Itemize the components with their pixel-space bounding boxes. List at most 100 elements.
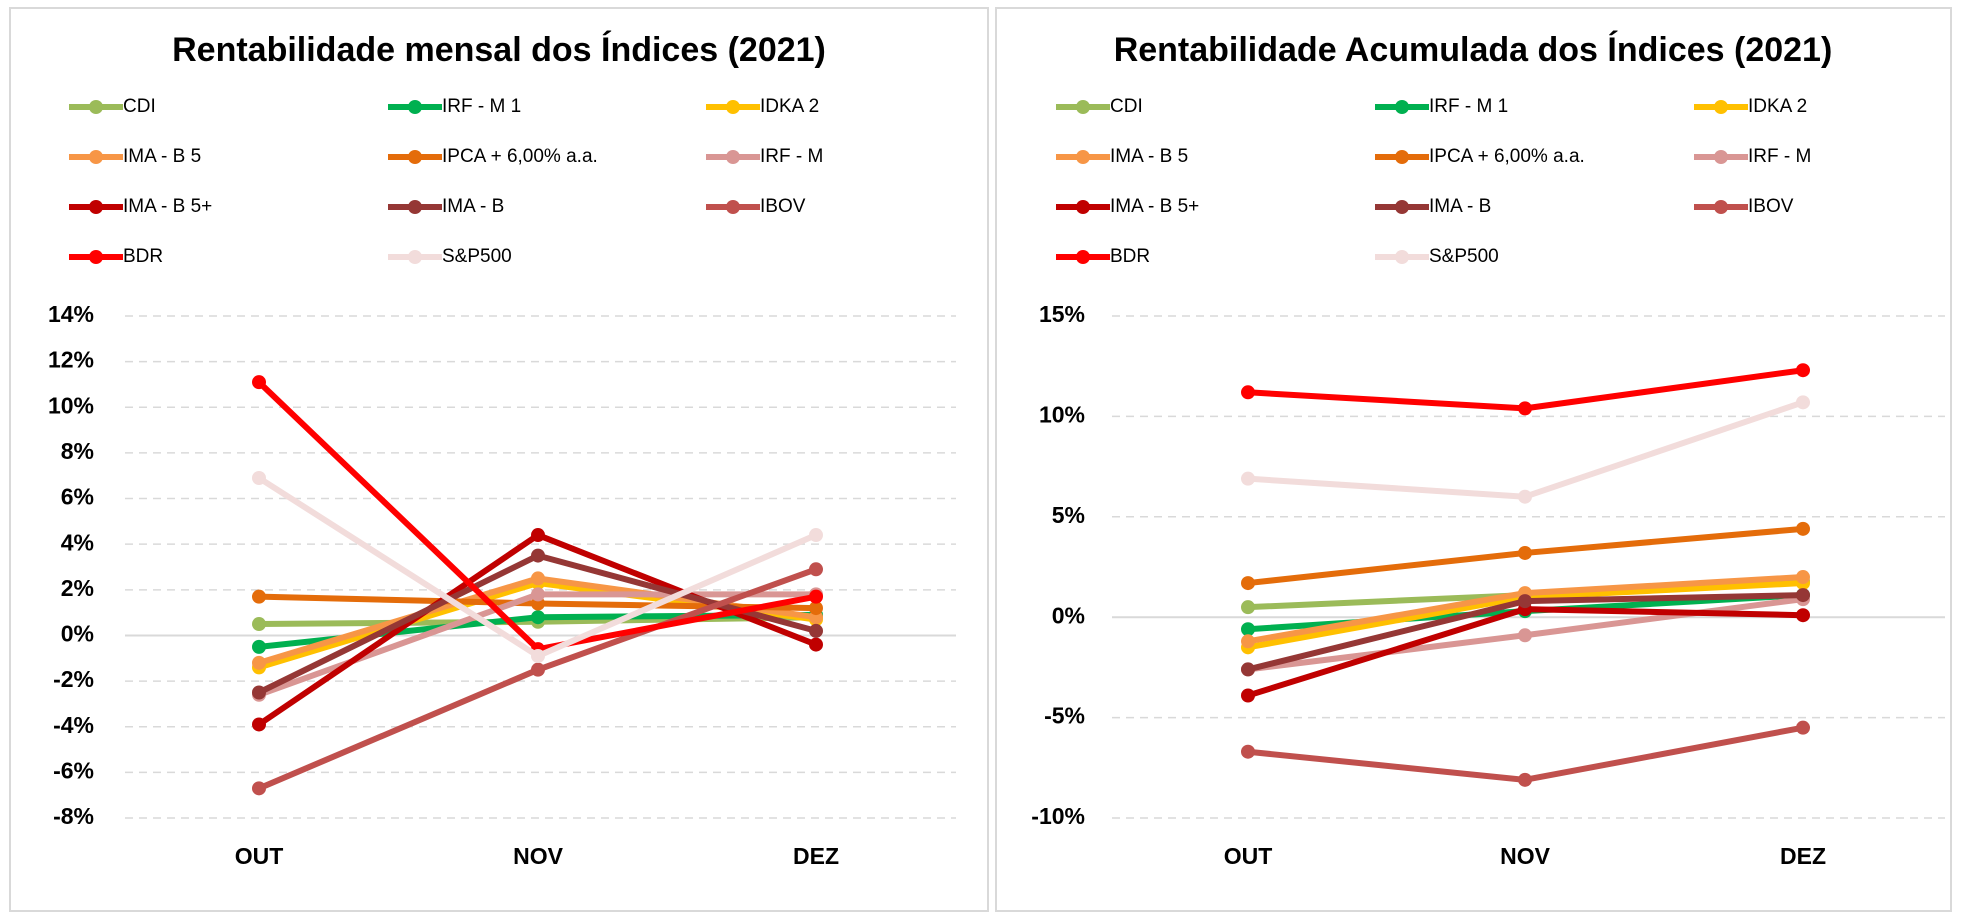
point [809, 589, 823, 604]
x-tick-label: OUT [235, 843, 284, 869]
legend-marker [1395, 200, 1409, 214]
legend-marker [1714, 100, 1728, 114]
legend-label: IDKA 2 [760, 96, 819, 117]
panel [995, 7, 1952, 912]
legend-label: IPCA + 6,00% a.a. [1429, 146, 1585, 167]
legend-marker [89, 200, 103, 214]
legend-label: IRF - M 1 [442, 96, 521, 117]
point [1241, 576, 1255, 591]
legend-label: IMA - B [1429, 196, 1491, 217]
legend-marker [1076, 150, 1090, 164]
y-tick-label: -5% [1044, 703, 1085, 729]
x-tick-label: OUT [1224, 843, 1273, 869]
point [252, 471, 266, 486]
y-tick-label: 0% [1052, 602, 1085, 628]
point [252, 781, 266, 796]
point [531, 610, 545, 625]
y-tick-label: 5% [1052, 502, 1085, 528]
point [1241, 688, 1255, 703]
y-tick-label: -10% [1031, 803, 1085, 829]
legend-label: BDR [1110, 246, 1150, 267]
point [1241, 634, 1255, 649]
y-tick-label: 10% [48, 392, 94, 418]
point [809, 562, 823, 577]
point [252, 655, 266, 670]
y-tick-label: -8% [53, 803, 94, 829]
legend-marker [1395, 250, 1409, 264]
y-tick-label: 4% [61, 529, 94, 555]
y-tick-label: 12% [48, 347, 94, 373]
point [1518, 489, 1532, 504]
legend-label: IMA - B 5+ [1110, 196, 1199, 217]
legend-marker [408, 150, 422, 164]
legend-marker [1395, 100, 1409, 114]
y-tick-label: 10% [1039, 401, 1085, 427]
point [531, 528, 545, 543]
legend-label: IDKA 2 [1748, 96, 1807, 117]
chart-title: Rentabilidade mensal dos Índices (2021) [172, 31, 826, 69]
x-tick-label: NOV [513, 843, 564, 869]
legend-marker [1076, 100, 1090, 114]
point [1241, 471, 1255, 486]
legend-label: IMA - B 5+ [123, 196, 212, 217]
point [1241, 600, 1255, 615]
legend-label: IRF - M 1 [1429, 96, 1508, 117]
legend-marker [726, 150, 740, 164]
legend-marker [408, 200, 422, 214]
point [1796, 720, 1810, 735]
x-tick-label: NOV [1500, 843, 1551, 869]
panel [9, 7, 989, 912]
point [252, 617, 266, 632]
point [252, 685, 266, 700]
legend-label: IBOV [1748, 196, 1794, 217]
point [809, 637, 823, 652]
legend-marker [89, 250, 103, 264]
point [1796, 395, 1810, 410]
point [252, 589, 266, 604]
point [1518, 401, 1532, 416]
legend-marker [726, 200, 740, 214]
point [1518, 772, 1532, 787]
point [1796, 363, 1810, 378]
y-tick-label: 2% [61, 575, 94, 601]
legend-marker [89, 150, 103, 164]
legend-label: S&P500 [1429, 246, 1499, 267]
y-tick-label: -4% [53, 712, 94, 738]
y-tick-label: 15% [1039, 301, 1085, 327]
legend-label: S&P500 [442, 246, 512, 267]
y-tick-label: 6% [61, 484, 94, 510]
point [1796, 608, 1810, 623]
legend-label: IRF - M [1748, 146, 1811, 167]
legend-label: CDI [123, 96, 156, 117]
legend-marker [1714, 200, 1728, 214]
point [1241, 622, 1255, 637]
legend-label: IMA - B 5 [123, 146, 201, 167]
x-tick-label: DEZ [1780, 843, 1826, 869]
legend-label: IMA - B [442, 196, 504, 217]
y-tick-label: 0% [61, 621, 94, 647]
point [809, 623, 823, 638]
y-tick-label: -2% [53, 666, 94, 692]
point [1518, 594, 1532, 609]
point [809, 601, 823, 616]
y-tick-label: 8% [61, 438, 94, 464]
legend-marker [89, 100, 103, 114]
point [809, 528, 823, 543]
point [531, 662, 545, 677]
point [1796, 521, 1810, 536]
legend-marker [408, 250, 422, 264]
legend-marker [1076, 200, 1090, 214]
legend-marker [1076, 250, 1090, 264]
point [1796, 588, 1810, 603]
legend-marker [408, 100, 422, 114]
point [252, 375, 266, 390]
legend-label: CDI [1110, 96, 1143, 117]
legend-label: IBOV [760, 196, 806, 217]
legend-marker [1714, 150, 1728, 164]
point [531, 587, 545, 602]
legend-label: IMA - B 5 [1110, 146, 1188, 167]
y-tick-label: 14% [48, 301, 94, 327]
point [1518, 628, 1532, 643]
legend-marker [1395, 150, 1409, 164]
